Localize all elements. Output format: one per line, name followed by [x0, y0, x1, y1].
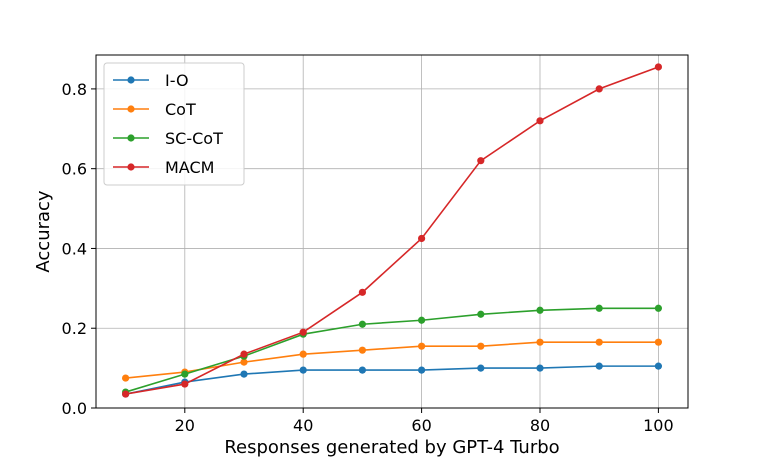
data-point — [299, 366, 307, 374]
data-point — [240, 358, 248, 366]
data-point — [240, 350, 248, 358]
y-tick-label: 0.2 — [62, 319, 87, 338]
data-point — [654, 304, 663, 312]
data-point — [595, 362, 603, 370]
legend-item: I-O — [113, 71, 189, 90]
legend-label: I-O — [165, 71, 189, 90]
data-point — [477, 310, 485, 318]
data-point — [654, 362, 663, 370]
data-point — [418, 366, 426, 374]
data-point — [358, 346, 366, 354]
x-tick-label: 100 — [643, 416, 674, 435]
y-tick-label: 0.6 — [62, 160, 87, 179]
legend-marker — [127, 134, 135, 142]
data-point — [418, 316, 426, 324]
data-point — [358, 320, 366, 328]
data-point — [181, 380, 189, 388]
x-tick-label: 80 — [530, 416, 550, 435]
legend-item: CoT — [113, 100, 196, 119]
data-point — [358, 288, 366, 296]
data-point — [595, 304, 603, 312]
legend-label: SC-CoT — [165, 129, 223, 148]
legend-marker — [127, 76, 135, 84]
legend-label: CoT — [165, 100, 196, 119]
series-line — [125, 365, 659, 395]
series-sc-cot — [122, 304, 663, 396]
y-tick-label: 0.8 — [62, 80, 87, 99]
data-point — [181, 370, 189, 378]
data-point — [477, 157, 485, 165]
x-tick-label: 20 — [175, 416, 195, 435]
legend: I-O CoT SC-CoT MACM — [103, 62, 245, 186]
legend-marker — [127, 105, 135, 113]
series-line — [125, 66, 659, 395]
data-point — [477, 364, 485, 372]
data-point — [654, 63, 663, 71]
series-macm — [122, 63, 663, 398]
legend-item: SC-CoT — [113, 129, 223, 148]
legend-label: MACM — [165, 158, 214, 177]
legend-box — [103, 62, 245, 186]
data-point — [122, 374, 130, 382]
data-point — [299, 350, 307, 358]
x-axis-label: Responses generated by GPT-4 Turbo — [224, 437, 559, 458]
plot-frame — [95, 54, 689, 409]
x-tick-label: 40 — [293, 416, 313, 435]
data-point — [536, 338, 544, 346]
data-point — [418, 234, 426, 243]
axis-ticks: 20 40 60 80 100 0.0 0.2 0.4 0.6 0.8 — [62, 80, 674, 435]
data-point — [536, 364, 544, 372]
y-axis-label: Accuracy — [33, 190, 54, 273]
series-line — [125, 341, 659, 379]
data-point — [536, 306, 544, 314]
data-point — [418, 342, 426, 350]
y-tick-label: 0.4 — [62, 239, 87, 258]
data-point — [536, 117, 544, 125]
data-point — [240, 370, 248, 378]
legend-marker — [127, 163, 135, 171]
data-point — [122, 390, 130, 398]
series-line — [125, 307, 659, 393]
y-tick-label: 0.0 — [62, 399, 87, 418]
data-point — [595, 85, 603, 93]
x-tick-label: 60 — [411, 416, 431, 435]
data-point — [595, 338, 603, 346]
data-point — [358, 366, 366, 374]
data-point — [299, 328, 307, 336]
data-point — [477, 342, 485, 350]
data-point — [654, 338, 663, 346]
legend-item: MACM — [113, 158, 214, 177]
series-layer — [122, 63, 663, 398]
